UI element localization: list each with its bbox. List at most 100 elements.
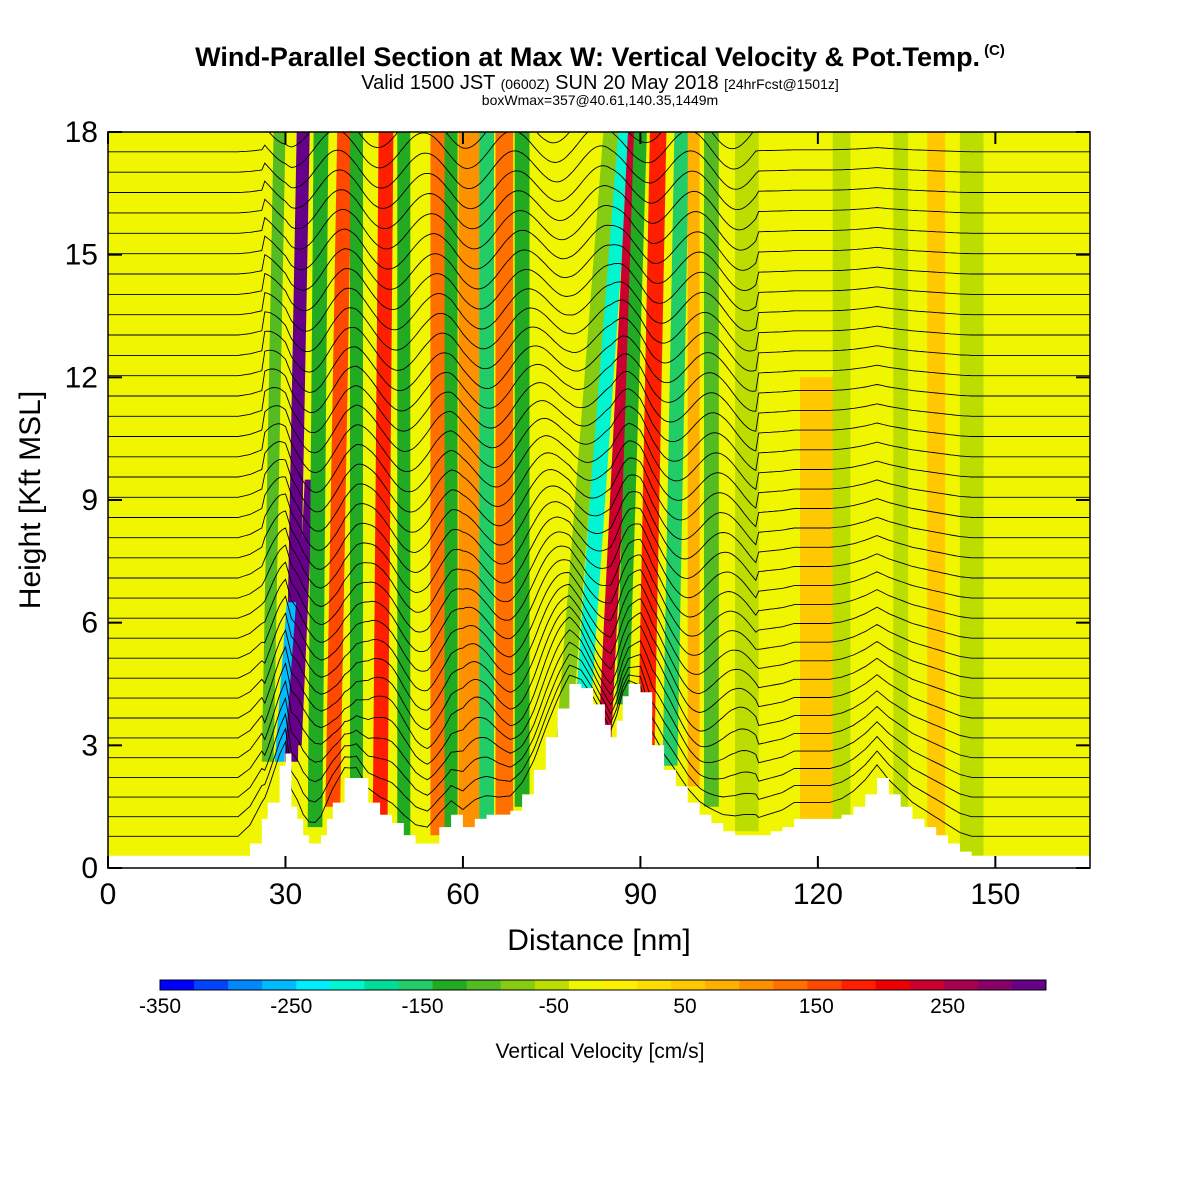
velocity-band: [325, 132, 352, 807]
colorbar-swatch: [194, 980, 229, 990]
colorbar-tick-label: 150: [799, 995, 834, 1018]
colorbar-swatch: [1011, 980, 1047, 990]
pot-temp-contour: [108, 653, 1090, 798]
y-axis: 0 3 6 9 12 15 18: [65, 116, 1090, 885]
colorbar-tick-label: 250: [930, 995, 965, 1018]
colorbar-tick-label: -350: [139, 995, 181, 1018]
velocity-band: [832, 132, 851, 819]
terrain: [108, 684, 1090, 868]
colorbar-tick-label: -250: [270, 995, 312, 1018]
pot-temp-contours: [108, 132, 1090, 837]
colorbar-swatch: [773, 980, 808, 990]
pot-temp-contour: [108, 132, 1090, 170]
pot-temp-contour: [108, 491, 1090, 574]
colorbar-swatch: [534, 980, 570, 990]
pot-temp-contour: [108, 224, 1090, 271]
y-tick-label: 6: [81, 607, 98, 640]
velocity-band: [959, 132, 984, 856]
pot-temp-contour: [108, 335, 1090, 393]
pot-temp-contour: [108, 539, 1090, 633]
chart-title-text: Wind-Parallel Section at Max W: Vertical…: [195, 42, 981, 72]
colorbar-frame: [159, 979, 1047, 991]
velocity-band: [800, 377, 836, 819]
pot-temp-contour: [108, 641, 1090, 781]
pot-temp-contour: [108, 165, 1090, 211]
chart-title: Wind-Parallel Section at Max W: Vertical…: [0, 42, 1200, 73]
copyright-mark: (C): [984, 42, 1005, 59]
velocity-band: [261, 132, 286, 762]
colorbar-swatch: [432, 980, 468, 990]
pot-temp-contour: [108, 523, 1090, 613]
pot-temp-contour: [108, 281, 1090, 332]
y-tick-label: 9: [81, 484, 98, 517]
x-axis: 0 30 60 90 120 150: [100, 132, 1020, 911]
velocity-band: [616, 132, 647, 705]
colorbar-swatch: [296, 980, 331, 990]
pot-temp-contour: [108, 145, 1090, 190]
pot-temp-contour: [108, 263, 1090, 312]
colorbar-swatch: [671, 980, 706, 990]
colorbar-swatch: [739, 980, 774, 990]
colorbar-tick-label: 50: [673, 995, 696, 1018]
colorbar-swatch: [909, 980, 945, 990]
colorbar-tick-label: -150: [401, 995, 443, 1018]
pot-temp-contour: [108, 299, 1090, 353]
x-tick-label: 60: [446, 878, 479, 911]
pot-temp-contour: [108, 507, 1090, 593]
colorbar-swatch: [228, 980, 263, 990]
colorbar-label: Vertical Velocity [cm/s]: [496, 1040, 705, 1063]
velocity-band: [687, 132, 700, 787]
colorbar-swatch: [943, 980, 979, 990]
velocity-band: [556, 132, 619, 746]
y-tick-label: 12: [65, 361, 98, 394]
valid-date: SUN 20 May 2018: [555, 72, 719, 94]
boxwmax-label: boxWmax=357@40.61,140.35,1449m: [481, 92, 719, 108]
colorbar-swatch: [364, 980, 400, 990]
y-tick-label: 0: [81, 852, 98, 885]
velocity-band: [458, 132, 480, 828]
colorbar-swatch: [262, 980, 297, 990]
colorbar-swatch: [500, 980, 536, 990]
pot-temp-contour: [108, 554, 1090, 653]
pot-temp-contour: [108, 185, 1090, 231]
pot-temp-contour: [108, 388, 1090, 454]
pot-temp-contour: [108, 244, 1090, 292]
velocity-band: [479, 132, 494, 819]
chart-subtitle: Valid 1500 JST (0600Z) SUN 20 May 2018 […: [0, 72, 1200, 95]
colorbar: -350 -250 -150 -50 50 150 250: [139, 979, 1047, 1018]
colorbar-swatch: [466, 980, 502, 990]
pot-temp-contour: [108, 595, 1090, 711]
x-tick-label: 0: [100, 878, 117, 911]
pot-temp-contour: [108, 204, 1090, 251]
y-tick-label: 3: [81, 729, 98, 762]
pot-temp-contour: [108, 616, 1090, 750]
pot-temp-contour: [108, 440, 1090, 513]
velocity-band: [704, 132, 719, 807]
pot-temp-contour: [108, 371, 1090, 434]
pot-temp-contour: [108, 317, 1090, 373]
colorbar-swatch: [807, 980, 843, 990]
colorbar-swatch: [160, 980, 195, 990]
velocity-band: [397, 132, 411, 836]
colorbar-swatch: [841, 980, 877, 990]
colorbar-swatch: [705, 980, 740, 990]
x-tick-label: 90: [624, 878, 657, 911]
x-tick-label: 120: [793, 878, 843, 911]
pot-temp-contour: [108, 569, 1090, 672]
x-axis-label: Distance [nm]: [507, 924, 690, 957]
forecast-label: [24hrFcst@1501z]: [724, 76, 839, 92]
pot-temp-contour: [108, 405, 1090, 474]
valid-utc: (0600Z): [500, 76, 550, 92]
colorbar-tick-label: -50: [539, 995, 569, 1018]
colorbar-swatch: [875, 980, 911, 990]
velocity-band: [893, 132, 909, 828]
velocity-band: [444, 132, 458, 828]
pot-temp-contour: [108, 353, 1090, 413]
y-axis-label: Height [Kft MSL]: [14, 391, 47, 609]
colorbar-swatch: [330, 980, 365, 990]
pot-temp-contour: [108, 606, 1090, 731]
y-tick-label: 15: [65, 239, 98, 272]
pot-temp-contour: [108, 422, 1090, 493]
x-tick-label: 30: [269, 878, 302, 911]
